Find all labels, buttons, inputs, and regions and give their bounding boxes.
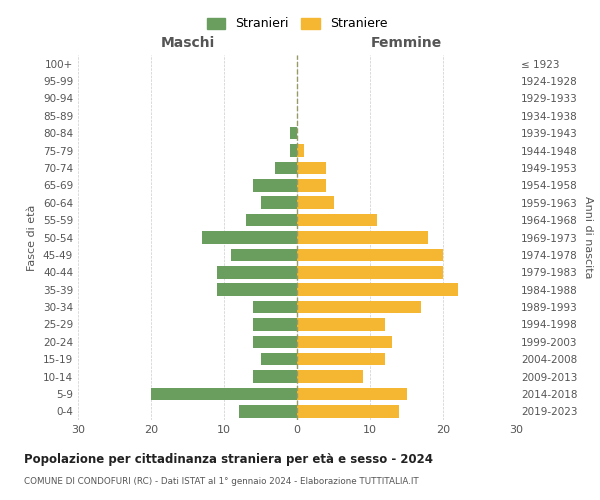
Bar — [297, 301, 421, 314]
Bar — [297, 405, 399, 417]
Bar — [253, 179, 297, 192]
Bar — [239, 405, 297, 417]
Bar — [253, 318, 297, 330]
Text: Femmine: Femmine — [371, 36, 442, 50]
Bar — [260, 196, 297, 209]
Bar — [260, 353, 297, 366]
Bar — [217, 284, 297, 296]
Bar — [297, 231, 428, 244]
Bar — [297, 144, 304, 157]
Bar — [253, 336, 297, 348]
Bar — [217, 266, 297, 278]
Bar — [297, 162, 326, 174]
Bar — [151, 388, 297, 400]
Bar — [297, 196, 334, 209]
Bar — [297, 336, 392, 348]
Bar — [297, 266, 443, 278]
Text: Maschi: Maschi — [160, 36, 215, 50]
Bar — [253, 370, 297, 383]
Bar — [253, 301, 297, 314]
Bar — [246, 214, 297, 226]
Bar — [202, 231, 297, 244]
Legend: Stranieri, Straniere: Stranieri, Straniere — [206, 18, 388, 30]
Text: Popolazione per cittadinanza straniera per età e sesso - 2024: Popolazione per cittadinanza straniera p… — [24, 452, 433, 466]
Bar — [297, 284, 458, 296]
Bar — [297, 318, 385, 330]
Bar — [275, 162, 297, 174]
Text: COMUNE DI CONDOFURI (RC) - Dati ISTAT al 1° gennaio 2024 - Elaborazione TUTTITAL: COMUNE DI CONDOFURI (RC) - Dati ISTAT al… — [24, 478, 419, 486]
Bar — [297, 179, 326, 192]
Bar — [290, 127, 297, 140]
Bar — [297, 353, 385, 366]
Bar — [290, 144, 297, 157]
Bar — [297, 388, 407, 400]
Bar — [297, 248, 443, 261]
Bar — [297, 214, 377, 226]
Bar — [297, 370, 362, 383]
Bar — [232, 248, 297, 261]
Y-axis label: Fasce di età: Fasce di età — [28, 204, 37, 270]
Y-axis label: Anni di nascita: Anni di nascita — [583, 196, 593, 279]
